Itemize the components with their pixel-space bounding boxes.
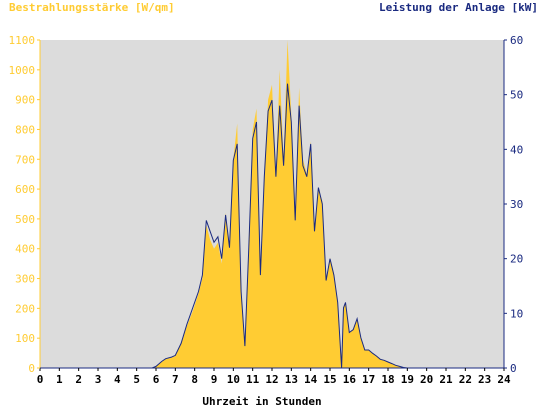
y-left-tick-label: 100 [15, 332, 35, 345]
x-tick-label: 21 [439, 373, 453, 386]
power-line [40, 83, 504, 369]
y-right-tick-label: 50 [510, 89, 523, 102]
x-tick-label: 7 [172, 373, 179, 386]
series-layer [40, 40, 504, 369]
x-tick-label: 4 [114, 373, 121, 386]
y-right-tick-label: 40 [510, 143, 523, 156]
y-left-tick-label: 200 [15, 302, 35, 315]
y-left-tick-label: 300 [15, 273, 35, 286]
irradiance-area [40, 40, 504, 368]
y-right-tick-label: 10 [510, 307, 523, 320]
x-tick-label: 23 [478, 373, 491, 386]
x-tick-label: 18 [381, 373, 394, 386]
x-tick-label: 15 [323, 373, 336, 386]
x-tick-label: 14 [304, 373, 318, 386]
x-tick-label: 19 [401, 373, 414, 386]
y-left-tick-label: 700 [15, 153, 35, 166]
y-left-tick-label: 500 [15, 213, 35, 226]
x-tick-label: 8 [191, 373, 198, 386]
x-tick-label: 0 [37, 373, 44, 386]
x-tick-label: 20 [420, 373, 433, 386]
y-right-tick-label: 30 [510, 198, 523, 211]
y-left-tick-label: 1100 [9, 34, 36, 47]
y-left-tick-label: 0 [28, 362, 35, 375]
y-left-tick-label: 400 [15, 243, 35, 256]
x-tick-label: 3 [95, 373, 102, 386]
x-tick-label: 10 [227, 373, 240, 386]
left-axis-title: Bestrahlungsstärke [W/qm] [9, 1, 175, 14]
y-left-tick-label: 900 [15, 94, 35, 107]
x-tick-label: 6 [153, 373, 160, 386]
y-left-tick-label: 600 [15, 183, 35, 196]
x-tick-label: 17 [362, 373, 375, 386]
x-tick-label: 12 [265, 373, 278, 386]
x-tick-label: 11 [246, 373, 260, 386]
y-right-tick-label: 20 [510, 253, 523, 266]
y-right-tick-label: 60 [510, 34, 523, 47]
x-tick-label: 16 [343, 373, 357, 386]
x-tick-label: 22 [459, 373, 472, 386]
y-left-tick-label: 1000 [9, 64, 36, 77]
right-axis-title: Leistung der Anlage [kW] [379, 1, 538, 14]
y-right-tick-label: 0 [510, 362, 517, 375]
x-tick-label: 9 [211, 373, 218, 386]
x-axis-label: Uhrzeit in Stunden [202, 395, 321, 408]
x-tick-label: 2 [75, 373, 82, 386]
y-left-tick-label: 800 [15, 123, 35, 136]
ticks-layer: 0 1 2 3 4 5 6 7 8 9 10 11 12 13 14 15 16 17 18 19 20 21 22 23 24… [9, 34, 524, 386]
x-tick-label: 13 [285, 373, 298, 386]
x-tick-label: 24 [497, 373, 511, 386]
x-tick-label: 1 [56, 373, 63, 386]
x-tick-label: 5 [133, 373, 140, 386]
